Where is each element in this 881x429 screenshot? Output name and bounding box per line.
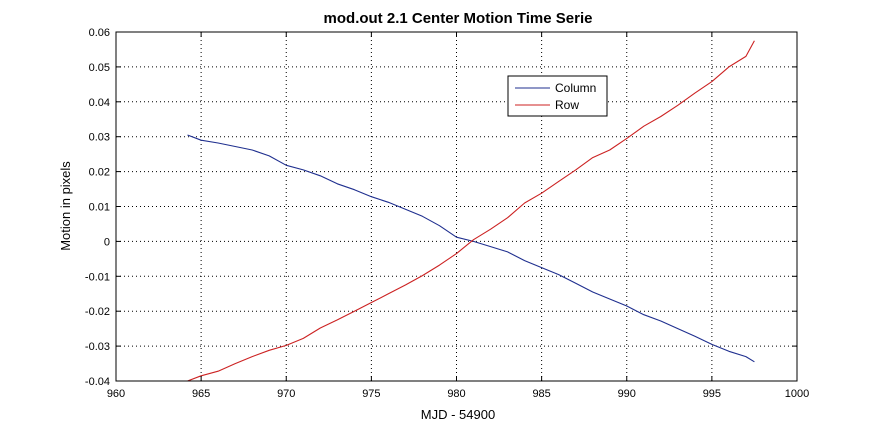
y-axis-label: Motion in pixels (58, 161, 73, 251)
grid (116, 32, 797, 381)
x-tick-label: 975 (362, 388, 380, 400)
x-tick-label: 980 (447, 388, 465, 400)
y-tick-label: 0.06 (89, 27, 110, 39)
x-tick-label: 985 (532, 388, 550, 400)
y-tick-label: 0.04 (89, 97, 110, 109)
legend-box (507, 75, 608, 117)
y-tick-label: 0 (104, 236, 110, 248)
y-tick-label: -0.03 (85, 341, 110, 353)
y-tick-labels: -0.04 -0.03 -0.02 -0.01 0 0.01 0.02 0.03 0.04 0.0… (85, 27, 110, 388)
x-tick-label: 970 (277, 388, 295, 400)
legend-label-column: Column (555, 81, 596, 95)
x-tick-label: 960 (107, 388, 125, 400)
ticks (115, 31, 798, 382)
y-tick-label: -0.01 (85, 271, 110, 283)
legend: Column Row (507, 75, 608, 117)
series-line-row (187, 40, 755, 382)
y-tick-label: 0.03 (89, 132, 110, 144)
y-tick-label: 0.05 (89, 62, 110, 74)
y-tick-label: -0.02 (85, 306, 110, 318)
y-tick-label: 0.01 (89, 202, 110, 214)
y-tick-label: -0.04 (85, 376, 110, 388)
x-axis-label: MJD - 54900 (421, 407, 495, 422)
series-line-column (187, 134, 755, 363)
x-tick-label: 995 (703, 388, 721, 400)
x-tick-label: 1000 (785, 388, 809, 400)
x-tick-label: 990 (618, 388, 636, 400)
x-tick-label: 965 (192, 388, 210, 400)
series-layer (187, 40, 755, 382)
y-tick-label: 0.02 (89, 167, 110, 179)
legend-label-row: Row (555, 98, 579, 112)
x-tick-labels: 960 965 970 975 980 985 990 995 1000 (107, 388, 809, 400)
chart-title: mod.out 2.1 Center Motion Time Serie (324, 10, 593, 27)
